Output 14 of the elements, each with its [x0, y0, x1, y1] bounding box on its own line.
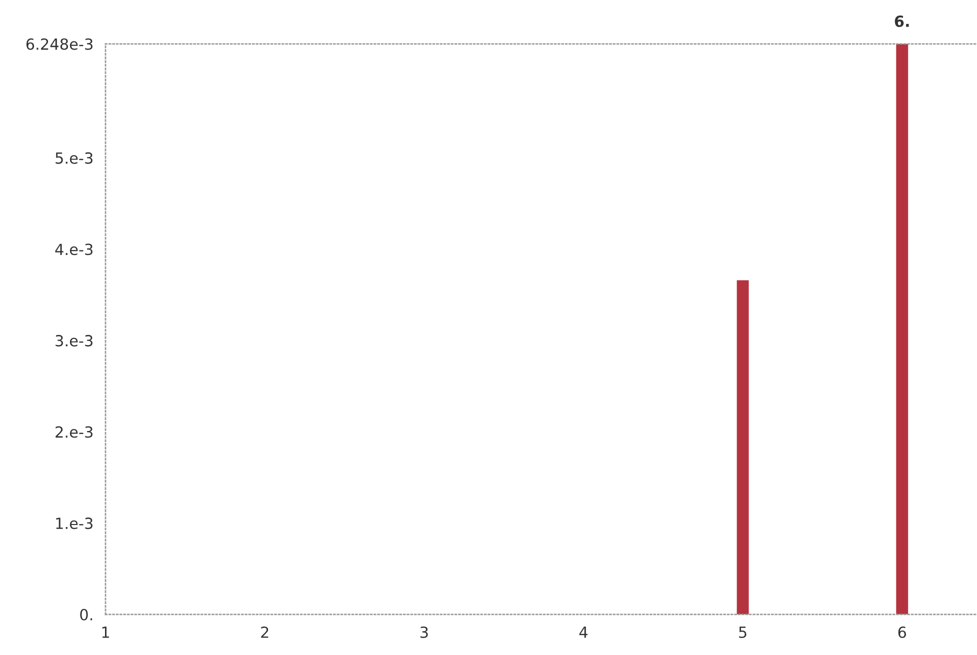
y-tick-label: 1.e-3: [56, 518, 92, 530]
x-tick-label: 2: [261, 626, 268, 638]
x-tick-label: 4: [579, 626, 588, 638]
y-tick-label: 4.e-3: [55, 244, 92, 256]
y-tick-label: 0.: [80, 608, 92, 620]
annotation: 6.: [894, 15, 909, 28]
x-tick-label: 1: [102, 626, 109, 638]
y-tick-label: 2.e-3: [56, 426, 92, 438]
y-tick-label: 6.248e-3: [26, 38, 92, 50]
x-tick-label: 6: [898, 626, 906, 638]
x-tick-label: 5: [739, 626, 746, 638]
y-tick-label: 3.e-3: [56, 334, 92, 346]
y-tick-label: 5.e-3: [56, 152, 92, 164]
x-tick-label: 3: [420, 626, 428, 638]
